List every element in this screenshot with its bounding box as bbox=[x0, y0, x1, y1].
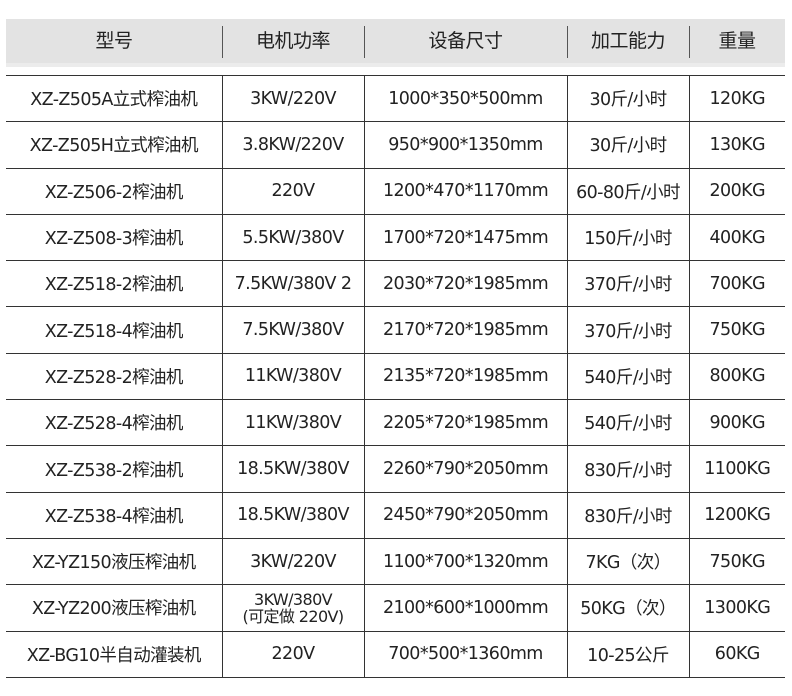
cell-capacity: 7KG（次） bbox=[566, 537, 689, 586]
cell-power: 7.5KW/380V bbox=[221, 306, 364, 354]
cell-weight: 60KG bbox=[688, 630, 785, 678]
cell-model: XZ-YZ200液压榨油机 bbox=[6, 584, 222, 632]
cell-size: 2170*720*1985mm bbox=[363, 306, 567, 354]
cell-capacity: 150斤/小时 bbox=[566, 213, 689, 262]
cell-size: 700*500*1360mm bbox=[363, 630, 567, 678]
table-row: XZ-Z528-2榨油机 11KW/380V 2135*720*1985mm 540斤… bbox=[6, 352, 785, 401]
header-weight: 重量 bbox=[718, 30, 756, 52]
header-capacity: 加工能力 bbox=[590, 30, 666, 52]
table-row: XZ-Z505A立式榨油机 3KW/220V 1000*350*500mm 30斤/小… bbox=[6, 74, 785, 123]
table-row: XZ-YZ200液压榨油机 3KW/380V (可定做 220V) 2100*600… bbox=[6, 584, 785, 632]
header-model: 型号 bbox=[95, 30, 133, 52]
cell-weight: 700KG bbox=[688, 260, 785, 308]
cell-size: 950*900*1350mm bbox=[363, 121, 567, 169]
table-row: XZ-YZ150液压榨油机 3KW/220V 1100*700*1320mm 7KG（… bbox=[6, 537, 785, 586]
cell-power: 11KW/380V bbox=[221, 399, 364, 447]
cell-model: XZ-Z528-4榨油机 bbox=[6, 399, 222, 447]
cell-capacity: 370斤/小时 bbox=[566, 260, 689, 308]
cell-model: XZ-YZ150液压榨油机 bbox=[6, 537, 222, 586]
cell-size: 1000*350*500mm bbox=[363, 74, 567, 123]
cell-size: 1200*470*1170mm bbox=[363, 167, 567, 215]
cell-power: 5.5KW/380V bbox=[221, 213, 364, 262]
cell-size: 1700*720*1475mm bbox=[363, 213, 567, 262]
header-divider bbox=[222, 26, 223, 58]
cell-power: 3.8KW/220V bbox=[221, 121, 364, 169]
cell-capacity: 830斤/小时 bbox=[566, 445, 689, 493]
cell-size: 2450*790*2050mm bbox=[363, 491, 567, 539]
cell-capacity: 540斤/小时 bbox=[566, 399, 689, 447]
table-row: XZ-Z538-2榨油机 18.5KW/380V 2260*790*2050mm 83… bbox=[6, 445, 785, 493]
cell-size: 2260*790*2050mm bbox=[363, 445, 567, 493]
cell-capacity: 540斤/小时 bbox=[566, 352, 689, 401]
cell-size: 1100*700*1320mm bbox=[363, 537, 567, 586]
cell-power: 220V bbox=[221, 630, 364, 678]
cell-model: XZ-Z505A立式榨油机 bbox=[6, 74, 222, 123]
cell-model: XZ-Z538-4榨油机 bbox=[6, 491, 222, 539]
header-divider bbox=[567, 26, 568, 58]
table-row: XZ-Z518-2榨油机 7.5KW/380V 2 2030*720*1985mm 3… bbox=[6, 260, 785, 308]
cell-weight: 120KG bbox=[688, 74, 785, 123]
cell-weight: 750KG bbox=[688, 306, 785, 354]
cell-model: XZ-Z518-4榨油机 bbox=[6, 306, 222, 354]
cell-power: 220V bbox=[221, 167, 364, 215]
table-row: XZ-Z506-2榨油机 220V 1200*470*1170mm 60-80斤/小时… bbox=[6, 167, 785, 215]
cell-capacity: 30斤/小时 bbox=[566, 121, 689, 169]
cell-weight: 1200KG bbox=[688, 491, 785, 539]
cell-power: 3KW/380V (可定做 220V) bbox=[221, 584, 364, 632]
cell-capacity: 50KG（次） bbox=[566, 584, 689, 632]
cell-power: 11KW/380V bbox=[221, 352, 364, 401]
cell-weight: 400KG bbox=[688, 213, 785, 262]
cell-model: XZ-Z518-2榨油机 bbox=[6, 260, 222, 308]
cell-weight: 800KG bbox=[688, 352, 785, 401]
cell-size: 2135*720*1985mm bbox=[363, 352, 567, 401]
cell-model: XZ-Z508-3榨油机 bbox=[6, 213, 222, 262]
cell-model: XZ-Z505H立式榨油机 bbox=[6, 121, 222, 169]
cell-power: 3KW/220V bbox=[221, 74, 364, 123]
table-row: XZ-BG10半自动灌装机 220V 700*500*1360mm 10-25公斤 60… bbox=[6, 630, 785, 678]
cell-capacity: 10-25公斤 bbox=[566, 630, 689, 678]
cell-size: 2205*720*1985mm bbox=[363, 399, 567, 447]
cell-capacity: 30斤/小时 bbox=[566, 74, 689, 123]
table-row: XZ-Z528-4榨油机 11KW/380V 2205*720*1985mm 540斤… bbox=[6, 399, 785, 447]
table-row: XZ-Z508-3榨油机 5.5KW/380V 1700*720*1475mm 150… bbox=[6, 213, 785, 262]
table-row: XZ-Z538-4榨油机 18.5KW/380V 2450*790*2050mm 83… bbox=[6, 491, 785, 539]
header-divider bbox=[689, 26, 690, 58]
cell-model: XZ-Z538-2榨油机 bbox=[6, 445, 222, 493]
table-row: XZ-Z505H立式榨油机 3.8KW/220V 950*900*1350mm 30斤… bbox=[6, 121, 785, 169]
cell-capacity: 830斤/小时 bbox=[566, 491, 689, 539]
cell-size: 2030*720*1985mm bbox=[363, 260, 567, 308]
cell-capacity: 60-80斤/小时 bbox=[566, 167, 689, 215]
cell-model: XZ-BG10半自动灌装机 bbox=[6, 630, 222, 678]
cell-capacity: 370斤/小时 bbox=[566, 306, 689, 354]
cell-model: XZ-Z528-2榨油机 bbox=[6, 352, 222, 401]
cell-weight: 130KG bbox=[688, 121, 785, 169]
cell-weight: 1100KG bbox=[688, 445, 785, 493]
cell-weight: 1300KG bbox=[688, 584, 785, 632]
cell-weight: 750KG bbox=[688, 537, 785, 586]
cell-power: 3KW/220V bbox=[221, 537, 364, 586]
cell-model: XZ-Z506-2榨油机 bbox=[6, 167, 222, 215]
cell-power: 18.5KW/380V bbox=[221, 445, 364, 493]
header-power: 电机功率 bbox=[255, 30, 331, 52]
cell-power: 18.5KW/380V bbox=[221, 491, 364, 539]
cell-weight: 900KG bbox=[688, 399, 785, 447]
table-row: XZ-Z518-4榨油机 7.5KW/380V 2170*720*1985mm 370… bbox=[6, 306, 785, 354]
header-size: 设备尺寸 bbox=[428, 30, 503, 52]
cell-power: 7.5KW/380V 2 bbox=[221, 260, 364, 308]
header-divider bbox=[364, 26, 365, 58]
cell-weight: 200KG bbox=[688, 167, 785, 215]
spec-table: XZ-Z505A立式榨油机 3KW/220V 1000*350*500mm 30斤/小… bbox=[6, 74, 785, 678]
cell-size: 2100*600*1000mm bbox=[363, 584, 567, 632]
table-header: 型号 电机功率 设备尺寸 加工能力 重量 bbox=[6, 19, 785, 67]
